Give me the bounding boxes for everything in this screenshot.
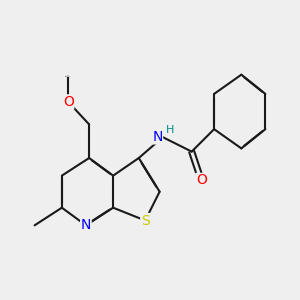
Text: O: O: [196, 173, 207, 188]
Text: methoxy: methoxy: [66, 75, 72, 76]
Text: N: N: [81, 218, 91, 232]
Text: O: O: [63, 95, 74, 109]
Text: methoxy: methoxy: [70, 76, 76, 77]
Text: S: S: [141, 214, 150, 227]
Text: methoxy: methoxy: [65, 76, 71, 77]
Text: N: N: [152, 130, 163, 144]
Text: H: H: [166, 125, 174, 135]
Text: methoxy: methoxy: [65, 76, 71, 77]
